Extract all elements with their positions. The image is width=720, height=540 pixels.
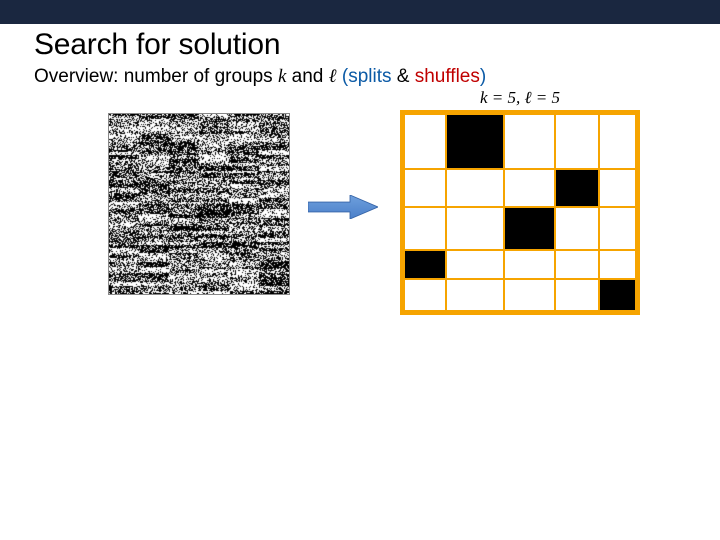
grid-cell: [446, 114, 504, 169]
transform-arrow-icon: [308, 195, 378, 219]
subtitle-splits: splits: [348, 66, 391, 87]
subtitle-l: ℓ: [329, 66, 337, 87]
grid-table: [403, 113, 637, 312]
grid-cell: [504, 250, 555, 280]
grid-cell: [599, 207, 636, 250]
grid-cell: [504, 114, 555, 169]
grid-cell: [446, 169, 504, 206]
grid-cell: [555, 279, 599, 311]
grid-cell: [599, 250, 636, 280]
noise-canvas: [109, 114, 289, 294]
input-matrix-noise: [108, 113, 290, 295]
grid-cell: [404, 114, 446, 169]
grid-cell: [404, 169, 446, 206]
grid-params-label: k = 5, ℓ = 5: [400, 88, 640, 108]
grid-cell: [555, 114, 599, 169]
subtitle-shuffles: shuffles: [415, 66, 480, 87]
page-title: Search for solution: [34, 28, 280, 62]
grid-cell: [504, 279, 555, 311]
grid-cell: [446, 279, 504, 311]
grid-cell: [504, 207, 555, 250]
grid-cell: [555, 207, 599, 250]
subtitle-paren-close: ): [480, 66, 486, 87]
grid-cell: [504, 169, 555, 206]
grid-cell: [599, 114, 636, 169]
subtitle-and: and: [286, 66, 328, 87]
grid-cell: [404, 279, 446, 311]
page-subtitle: Overview: number of groups k and ℓ (spli…: [34, 66, 486, 88]
subtitle-text: Overview: number of groups: [34, 66, 278, 87]
block-permutation-grid: [400, 110, 640, 315]
grid-cell: [446, 207, 504, 250]
grid-cell: [446, 250, 504, 280]
subtitle-amp: &: [391, 66, 414, 87]
grid-cell: [404, 250, 446, 280]
grid-cell: [599, 169, 636, 206]
grid-cell: [599, 279, 636, 311]
grid-cell: [555, 169, 599, 206]
slide-topbar: [0, 0, 720, 24]
subtitle-paren-open: (: [337, 66, 349, 87]
grid-cell: [555, 250, 599, 280]
grid-cell: [404, 207, 446, 250]
